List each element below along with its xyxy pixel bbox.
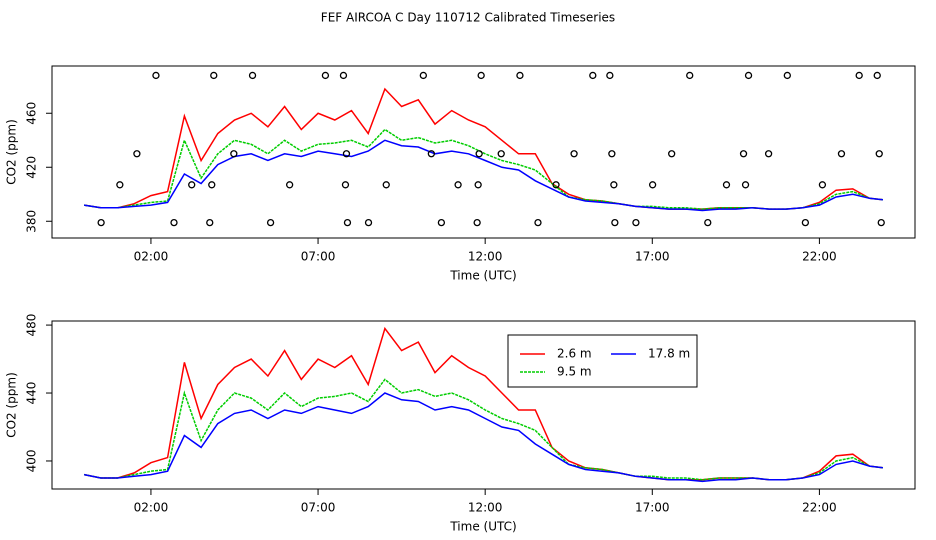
x-tick-label: 17:00 — [635, 501, 670, 515]
series-line — [83, 392, 883, 483]
flag-point — [382, 181, 390, 189]
flag-point — [610, 181, 618, 189]
y-tick-label: 460 — [25, 102, 39, 125]
flag-point — [343, 218, 352, 227]
legend-label: 17.8 m — [648, 347, 690, 361]
flag-point — [473, 218, 481, 227]
flag-point — [208, 181, 216, 189]
flag-point — [648, 181, 657, 189]
flag-point — [704, 218, 712, 227]
flag-point — [741, 181, 750, 189]
flag-point — [477, 71, 485, 80]
flag-point — [744, 71, 753, 80]
flag-point — [818, 181, 827, 189]
x-tick-label: 22:00 — [802, 250, 837, 264]
flag-point — [873, 71, 881, 80]
x-tick-label: 17:00 — [635, 250, 670, 264]
flag-point — [364, 218, 373, 227]
series-line — [83, 128, 883, 210]
x-tick-label: 12:00 — [468, 250, 503, 264]
series-line — [83, 378, 883, 481]
flag-point — [516, 71, 524, 80]
flag-point — [285, 181, 294, 189]
series-line — [83, 326, 883, 481]
flag-point — [437, 218, 446, 227]
flag-point — [837, 150, 846, 158]
flag-point — [266, 218, 275, 227]
flag-point — [722, 181, 731, 189]
legend-label: 9.5 m — [557, 365, 592, 379]
flag-point — [454, 181, 462, 189]
flag-point — [606, 71, 614, 80]
y-tick-label: 380 — [25, 210, 39, 233]
series-line — [83, 139, 883, 212]
flag-point — [632, 218, 640, 227]
flag-point — [427, 150, 436, 158]
flag-point — [230, 150, 238, 158]
flag-point — [321, 71, 330, 80]
flag-point — [739, 150, 748, 158]
flag-point — [133, 150, 141, 158]
y-tick-label: 420 — [25, 156, 39, 179]
flag-point — [206, 218, 214, 227]
x-tick-label: 07:00 — [301, 501, 336, 515]
flag-point — [152, 71, 160, 80]
flag-point — [801, 218, 810, 227]
flag-point — [875, 150, 883, 158]
y-tick-label: 440 — [25, 382, 39, 405]
y-axis-label: CO2 (ppm) — [5, 372, 19, 438]
chart-title: FEF AIRCOA C Day 110712 Calibrated Times… — [321, 11, 615, 25]
flag-point — [474, 181, 482, 189]
flag-point — [855, 71, 863, 80]
flag-point — [589, 71, 597, 80]
flag-point — [188, 181, 196, 189]
flag-point — [497, 150, 505, 158]
flag-point — [248, 71, 257, 80]
x-tick-label: 12:00 — [468, 501, 503, 515]
flag-point — [341, 181, 350, 189]
flag-point — [608, 150, 616, 158]
plot-frame — [51, 65, 916, 239]
flag-point — [339, 71, 348, 80]
flag-point — [170, 218, 178, 227]
legend-box — [507, 334, 698, 388]
flag-point — [877, 218, 885, 227]
x-axis-label: Time (UTC) — [449, 269, 516, 283]
flag-point — [686, 71, 694, 80]
y-tick-label: 400 — [25, 450, 39, 473]
flag-point — [210, 71, 218, 80]
flag-point — [552, 181, 560, 189]
flag-point — [668, 150, 676, 158]
flag-point — [534, 218, 542, 227]
flag-point — [570, 150, 578, 158]
x-tick-label: 22:00 — [802, 501, 837, 515]
flag-point — [342, 150, 351, 158]
legend-label: 2.6 m — [557, 347, 592, 361]
x-tick-label: 02:00 — [134, 250, 169, 264]
flag-point — [116, 181, 124, 189]
y-axis-label: CO2 (ppm) — [5, 119, 19, 185]
x-tick-label: 02:00 — [134, 501, 169, 515]
flag-point — [475, 150, 483, 158]
flag-point — [611, 218, 619, 227]
flag-point — [783, 71, 791, 80]
x-tick-label: 07:00 — [301, 250, 336, 264]
flag-point — [419, 71, 427, 80]
flag-point — [97, 218, 105, 227]
series-line — [83, 87, 883, 210]
y-tick-label: 480 — [25, 314, 39, 337]
flag-point — [764, 150, 773, 158]
x-axis-label: Time (UTC) — [449, 520, 516, 534]
